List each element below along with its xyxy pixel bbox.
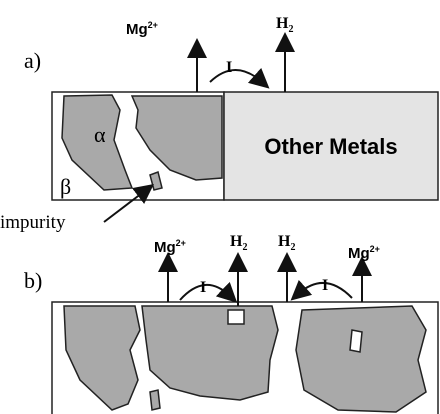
diagram: a) Other Metals α β impurity I Mg2+ H2 b… — [0, 0, 440, 414]
subscript: 2 — [242, 242, 247, 253]
panel-a: a) Other Metals α β impurity I Mg2+ H2 — [0, 15, 438, 233]
superscript: 2+ — [148, 20, 158, 30]
pit — [228, 310, 244, 324]
text: Mg — [348, 245, 370, 262]
subscript: 2 — [288, 24, 293, 35]
current-label: I — [200, 279, 206, 296]
text: H — [276, 15, 289, 32]
impurity-label: impurity — [0, 212, 66, 233]
current-arrow — [210, 70, 262, 82]
text: H — [278, 233, 291, 250]
cation-label: Mg2+ — [154, 238, 186, 256]
beta-label: β — [60, 174, 71, 199]
impurity-particle — [150, 390, 160, 410]
other-metals-label: Other Metals — [264, 134, 397, 159]
panel-label: b) — [24, 268, 42, 293]
grain — [296, 306, 426, 412]
superscript: 2+ — [176, 238, 186, 248]
text: H — [230, 233, 243, 250]
text: Mg — [126, 21, 148, 38]
cation-label: Mg2+ — [126, 20, 158, 38]
gas-label: H2 — [230, 233, 247, 253]
panel-label: a) — [24, 48, 41, 73]
superscript: 2+ — [370, 244, 380, 254]
panel-b: b) I I Mg2+ H2 H2 Mg2+ — [24, 233, 438, 414]
subscript: 2 — [290, 242, 295, 253]
cation-label: Mg2+ — [348, 244, 380, 262]
gas-label: H2 — [278, 233, 295, 253]
impurity-particle — [350, 330, 362, 352]
alpha-label: α — [94, 122, 106, 147]
current-label: I — [226, 59, 232, 76]
current-label: I — [322, 277, 328, 294]
text: Mg — [154, 239, 176, 256]
gas-label: H2 — [276, 15, 293, 35]
